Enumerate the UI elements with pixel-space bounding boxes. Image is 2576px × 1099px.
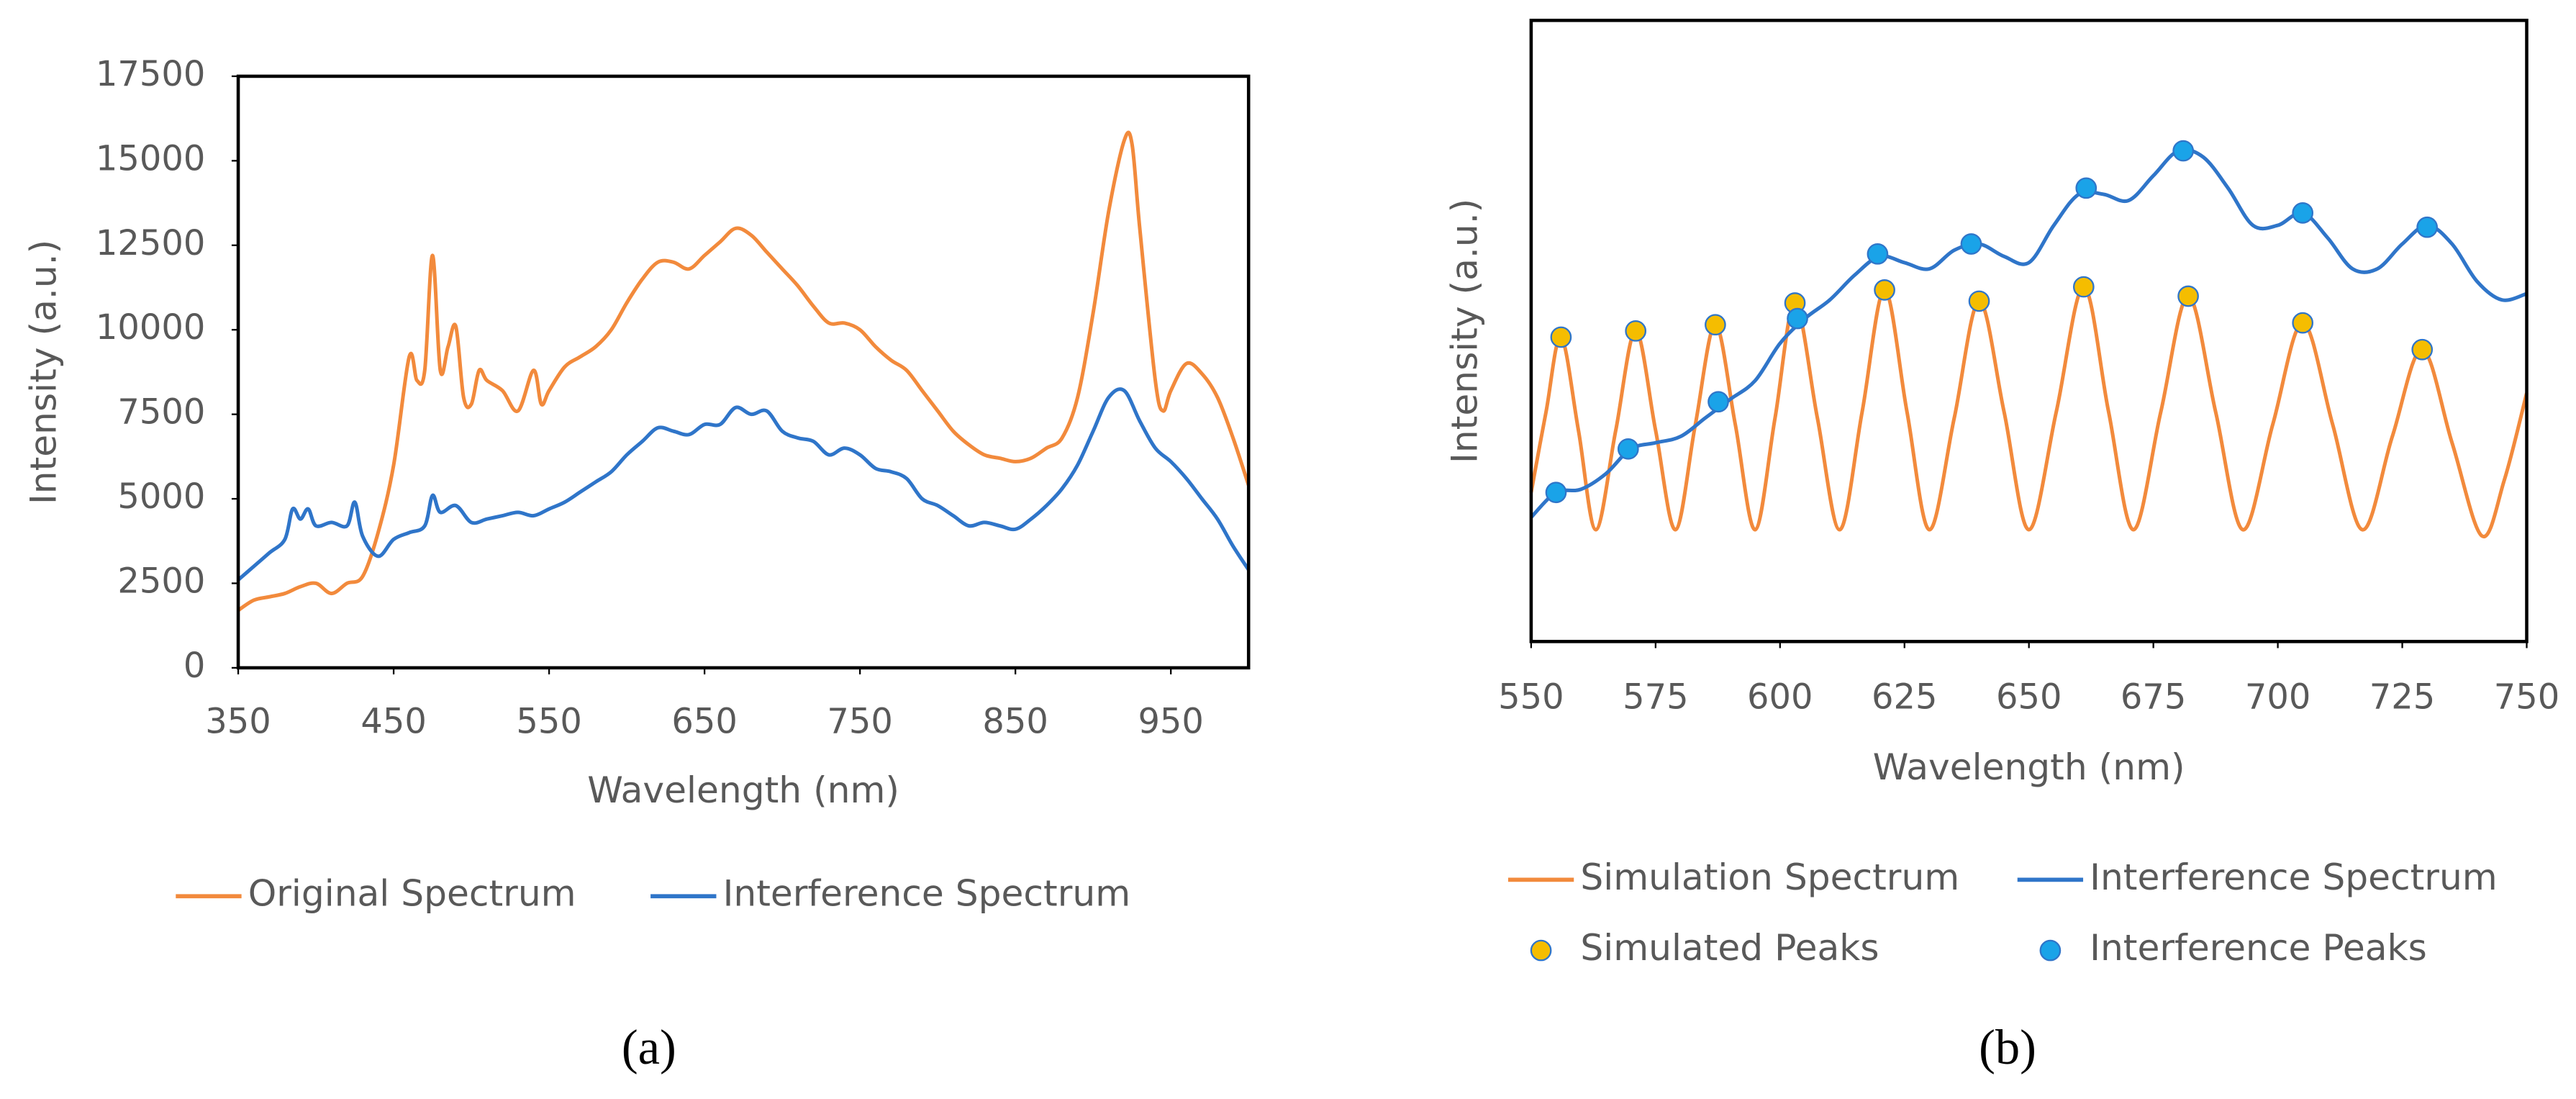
peak-marker <box>2072 276 2095 298</box>
legend-label: Interference Peaks <box>2090 926 2427 969</box>
y-tick-label: 5000 <box>117 477 205 517</box>
x-tick-label: 650 <box>671 702 738 742</box>
series-line <box>1529 285 2529 539</box>
peak-marker <box>1707 391 1729 413</box>
caption: (b) <box>1979 1020 2036 1075</box>
y-axis-title: Intensity (a.u.) <box>1443 199 1485 463</box>
peak-marker <box>2292 202 2314 224</box>
peak-marker <box>2172 140 2195 162</box>
x-tick-label: 750 <box>827 702 892 742</box>
x-axis-title: Wavelength (nm) <box>587 769 899 811</box>
x-tick-label: 575 <box>1623 677 1688 717</box>
legend-label: Simulation Spectrum <box>1580 856 1959 898</box>
peak-marker <box>1545 481 1567 504</box>
peak-marker <box>1550 326 1572 348</box>
y-tick-label: 2500 <box>117 561 205 601</box>
x-tick-label: 850 <box>982 702 1048 742</box>
y-tick-label: 7500 <box>117 393 205 433</box>
peak-marker <box>2177 285 2199 307</box>
peak-marker <box>1960 233 1982 255</box>
peak-marker <box>1874 279 1895 301</box>
peak-marker <box>2416 216 2438 238</box>
peak-marker <box>1705 314 1726 336</box>
peak-marker <box>2075 177 2097 199</box>
x-tick-label: 750 <box>2494 677 2560 717</box>
peak-marker <box>1625 320 1647 342</box>
plot-frame <box>236 74 1251 670</box>
peak-marker <box>1867 243 1889 265</box>
plot-frame <box>1529 19 2529 643</box>
peak-marker <box>2411 338 2434 361</box>
y-tick-label: 10000 <box>96 308 206 348</box>
y-tick-label: 12500 <box>96 224 206 263</box>
series-line <box>237 387 1251 582</box>
series-line <box>237 130 1251 612</box>
legend-label: Interference Spectrum <box>723 872 1131 915</box>
x-tick-label: 600 <box>1747 677 1813 717</box>
y-tick-label: 15000 <box>96 139 206 178</box>
y-tick-label: 0 <box>183 646 206 686</box>
x-tick-label: 725 <box>2369 677 2436 717</box>
x-tick-label: 450 <box>360 702 427 742</box>
x-tick-label: 700 <box>2245 677 2310 717</box>
x-tick-label: 350 <box>205 702 271 742</box>
x-tick-label: 650 <box>1996 677 2062 717</box>
x-tick-label: 550 <box>516 702 582 742</box>
legend-label: Original Spectrum <box>248 872 576 915</box>
caption: (a) <box>622 1020 676 1075</box>
peak-marker <box>2292 312 2314 334</box>
peak-marker <box>1617 438 1639 460</box>
y-tick-label: 17500 <box>96 55 206 94</box>
x-tick-label: 675 <box>2121 677 2187 717</box>
x-tick-label: 625 <box>1872 677 1938 717</box>
legend-label: Simulated Peaks <box>1580 926 1879 969</box>
legend-marker <box>1530 939 1552 962</box>
legend-marker <box>2039 939 2062 962</box>
series-line <box>1530 148 2528 519</box>
peak-marker <box>1968 290 1990 312</box>
peak-marker <box>1787 307 1808 330</box>
x-tick-label: 550 <box>1498 677 1564 717</box>
x-tick-label: 950 <box>1138 702 1204 742</box>
legend-label: Interference Spectrum <box>2090 856 2498 898</box>
x-axis-title: Wavelength (nm) <box>1873 746 2185 788</box>
y-axis-title: Intensity (a.u.) <box>22 240 64 505</box>
